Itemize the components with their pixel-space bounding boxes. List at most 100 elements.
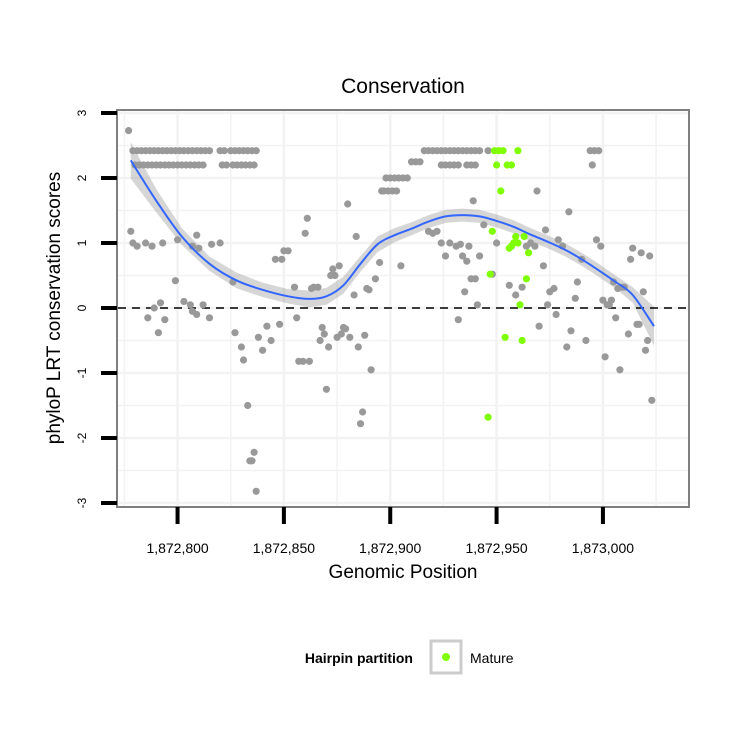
point-mature — [516, 301, 524, 309]
point-other — [454, 316, 462, 324]
point-other — [535, 322, 543, 330]
point-other — [456, 240, 464, 248]
point-other — [150, 304, 158, 312]
point-other — [205, 314, 214, 322]
point-other — [433, 227, 441, 235]
point-other — [635, 320, 643, 328]
point-mature — [497, 187, 505, 195]
point-other — [320, 330, 328, 338]
y-axis: 3 2 1 0 -1 -2 -3 — [75, 109, 117, 508]
point-mature — [524, 249, 533, 257]
point-other — [480, 221, 488, 229]
point-other — [193, 310, 201, 319]
y-tick-label: -3 — [75, 497, 89, 508]
x-tick-label: 1,873,000 — [572, 540, 634, 556]
point-other — [239, 356, 248, 364]
point-other — [601, 353, 609, 361]
point-other — [539, 262, 548, 270]
point-other — [463, 257, 471, 265]
point-other — [284, 247, 292, 255]
point-other — [554, 236, 562, 244]
point-other — [646, 252, 654, 260]
point-other — [316, 336, 324, 345]
point-other — [361, 331, 369, 339]
point-other — [471, 275, 479, 283]
point-mature — [499, 147, 507, 155]
point-other — [573, 278, 582, 286]
point-other — [597, 242, 605, 250]
point-other — [156, 299, 165, 307]
point-other — [641, 346, 650, 354]
legend-title: Hairpin partition — [305, 650, 413, 666]
point-other — [180, 297, 188, 306]
point-other — [612, 314, 620, 322]
point-other — [437, 239, 445, 247]
point-other — [208, 240, 216, 248]
point-other — [161, 316, 169, 324]
point-other — [335, 262, 343, 270]
point-other — [305, 357, 313, 365]
y-tick-label: 2 — [75, 174, 89, 181]
x-tick-label: 1,872,900 — [359, 540, 421, 556]
point-other — [531, 242, 539, 250]
point-other — [259, 346, 267, 354]
point-other — [441, 252, 450, 260]
point-other — [331, 271, 339, 280]
point-mature — [514, 147, 522, 155]
confidence-band-layer — [130, 142, 655, 346]
point-other — [171, 277, 179, 285]
point-other — [518, 283, 526, 291]
point-mature — [514, 239, 522, 247]
point-other — [552, 310, 560, 319]
point-other — [314, 283, 322, 291]
point-other — [250, 448, 258, 456]
point-other — [629, 244, 637, 252]
point-mature — [522, 275, 531, 283]
y-tick-label: 3 — [75, 109, 89, 116]
x-tick-label: 1,872,950 — [465, 540, 527, 556]
point-other — [469, 197, 477, 205]
point-mature — [484, 413, 492, 421]
point-other — [461, 288, 469, 296]
point-other — [271, 255, 279, 263]
legend-label-mature: Mature — [470, 650, 514, 666]
point-other — [356, 420, 365, 428]
point-other — [205, 147, 214, 155]
point-other — [267, 336, 275, 345]
y-tick-label: 0 — [75, 304, 89, 311]
x-tick-label: 1,872,850 — [253, 540, 315, 556]
point-other — [376, 258, 384, 267]
point-other — [125, 127, 133, 135]
point-other — [186, 301, 194, 309]
point-other — [293, 314, 301, 322]
point-other — [371, 275, 379, 283]
point-other — [365, 286, 373, 294]
point-other — [465, 242, 473, 250]
point-other — [624, 330, 633, 338]
y-tick-label: -2 — [75, 432, 89, 443]
point-other — [607, 296, 616, 304]
point-other — [199, 301, 207, 309]
smooth-line-layer — [129, 159, 655, 327]
point-other — [595, 147, 603, 155]
point-other — [354, 343, 362, 351]
point-other — [446, 239, 454, 247]
point-other — [250, 161, 258, 169]
point-other — [648, 396, 656, 404]
point-other — [476, 147, 484, 155]
point-other — [416, 158, 424, 166]
point-other — [627, 255, 635, 263]
point-other — [252, 147, 260, 155]
point-other — [193, 231, 201, 239]
point-other — [493, 239, 501, 247]
point-other — [346, 333, 354, 341]
point-other — [550, 284, 558, 293]
point-other — [188, 242, 196, 250]
x-tick-label: 1,872,800 — [146, 540, 208, 556]
point-other — [154, 329, 162, 337]
points-mature-series — [484, 147, 533, 421]
point-other — [216, 239, 224, 247]
point-other — [337, 330, 345, 338]
point-mature — [501, 333, 509, 341]
point-other — [142, 239, 150, 247]
